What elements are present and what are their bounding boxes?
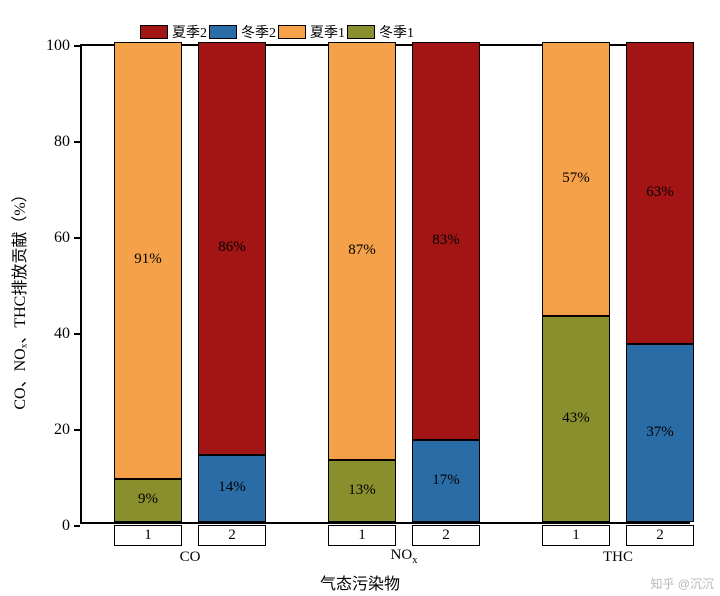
x-tick-sub: 2 xyxy=(626,525,694,546)
y-tick-label: 80 xyxy=(54,133,70,151)
y-tick xyxy=(74,429,80,431)
bar: 13% 87% xyxy=(328,46,396,522)
bar-value-label: 86% xyxy=(198,239,266,256)
x-tick-category: CO xyxy=(180,549,201,566)
legend-swatch xyxy=(209,25,237,39)
bar-value-label: 13% xyxy=(328,482,396,499)
bar: 14% 86% xyxy=(198,46,266,522)
bar-value-label: 14% xyxy=(198,479,266,496)
y-axis-label: CO、NOₓ、THC排放贡献（%） xyxy=(6,186,30,409)
legend-swatch xyxy=(278,25,306,39)
bar: 37% 63% xyxy=(626,46,694,522)
legend-label: 冬季2 xyxy=(241,22,276,42)
legend-swatch xyxy=(347,25,375,39)
bar-value-label: 91% xyxy=(114,251,182,268)
legend-item-summer2: 夏季2 xyxy=(140,22,207,42)
y-tick xyxy=(74,45,80,47)
y-tick-label: 20 xyxy=(54,421,70,439)
legend-item-winter2: 冬季2 xyxy=(209,22,276,42)
bar-value-label: 37% xyxy=(626,424,694,441)
x-tick-sub: 1 xyxy=(328,525,396,546)
chart-container: 夏季2 冬季2 夏季1 冬季1 CO、NOₓ、THC排放贡献（%） 0 20 40 60 80… xyxy=(0,0,720,596)
bar: 9% 91% xyxy=(114,46,182,522)
y-tick xyxy=(74,333,80,335)
watermark: 知乎 @沉沉 xyxy=(650,575,714,592)
y-tick-label: 60 xyxy=(54,229,70,247)
x-tick-category: NOx xyxy=(391,547,418,566)
legend-item-winter1: 冬季1 xyxy=(347,22,414,42)
y-tick-label: 40 xyxy=(54,325,70,343)
y-tick xyxy=(74,525,80,527)
x-tick-sub: 1 xyxy=(114,525,182,546)
y-tick-label: 100 xyxy=(46,37,70,55)
legend: 夏季2 冬季2 夏季1 冬季1 xyxy=(140,22,414,42)
y-tick xyxy=(74,141,80,143)
legend-label: 冬季1 xyxy=(379,22,414,42)
bar-value-label: 17% xyxy=(412,472,480,489)
bar-value-label: 57% xyxy=(542,170,610,187)
bar-value-label: 43% xyxy=(542,410,610,427)
y-tick xyxy=(74,237,80,239)
x-tick-sub: 2 xyxy=(198,525,266,546)
bar-value-label: 9% xyxy=(114,491,182,508)
bar-value-label: 63% xyxy=(626,184,694,201)
x-tick-sub: 1 xyxy=(542,525,610,546)
x-axis-label: 气态污染物 xyxy=(320,570,400,594)
y-tick-label: 0 xyxy=(62,517,70,535)
legend-label: 夏季1 xyxy=(310,22,345,42)
plot-area: 0204060801009%91%114%86%2CO13%87%117%83%… xyxy=(80,44,690,524)
x-tick-sub: 2 xyxy=(412,525,480,546)
legend-label: 夏季2 xyxy=(172,22,207,42)
x-tick-category: THC xyxy=(603,549,633,566)
bar: 43% 57% xyxy=(542,46,610,522)
bar-value-label: 87% xyxy=(328,242,396,259)
legend-item-summer1: 夏季1 xyxy=(278,22,345,42)
bar: 17% 83% xyxy=(412,46,480,522)
bar-value-label: 83% xyxy=(412,232,480,249)
legend-swatch xyxy=(140,25,168,39)
